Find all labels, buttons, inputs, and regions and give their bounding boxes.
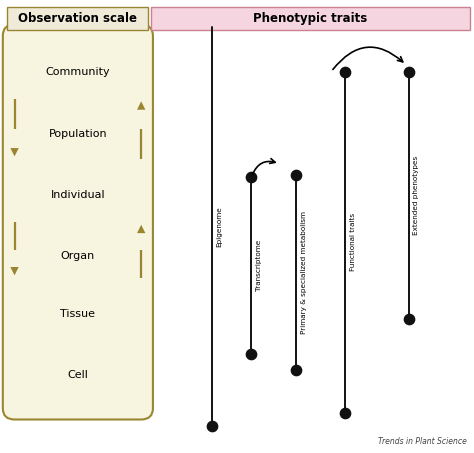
Point bbox=[247, 173, 255, 181]
Point bbox=[247, 351, 255, 358]
Text: Trends in Plant Science: Trends in Plant Science bbox=[378, 437, 467, 446]
Text: Primary & specialized metabolism: Primary & specialized metabolism bbox=[301, 211, 307, 334]
FancyBboxPatch shape bbox=[151, 7, 470, 30]
Point bbox=[341, 409, 349, 416]
Point bbox=[208, 423, 215, 430]
Text: Epigenome: Epigenome bbox=[216, 206, 222, 247]
Point bbox=[292, 366, 300, 374]
FancyBboxPatch shape bbox=[8, 7, 148, 30]
Text: Tissue: Tissue bbox=[60, 309, 95, 319]
Point bbox=[292, 171, 300, 178]
FancyBboxPatch shape bbox=[3, 24, 153, 419]
Point bbox=[405, 315, 412, 322]
Point bbox=[405, 68, 412, 75]
Text: Phenotypic traits: Phenotypic traits bbox=[253, 12, 367, 25]
Text: Population: Population bbox=[48, 130, 107, 140]
Text: Extended phenotypes: Extended phenotypes bbox=[413, 155, 419, 235]
Text: Individual: Individual bbox=[51, 190, 105, 200]
Text: Community: Community bbox=[46, 67, 110, 77]
Point bbox=[341, 68, 349, 75]
Text: Functional traits: Functional traits bbox=[350, 213, 356, 271]
Text: Observation scale: Observation scale bbox=[18, 12, 137, 25]
Text: Cell: Cell bbox=[67, 370, 88, 380]
Text: Organ: Organ bbox=[61, 251, 95, 260]
Text: Transcriptome: Transcriptome bbox=[256, 240, 262, 291]
